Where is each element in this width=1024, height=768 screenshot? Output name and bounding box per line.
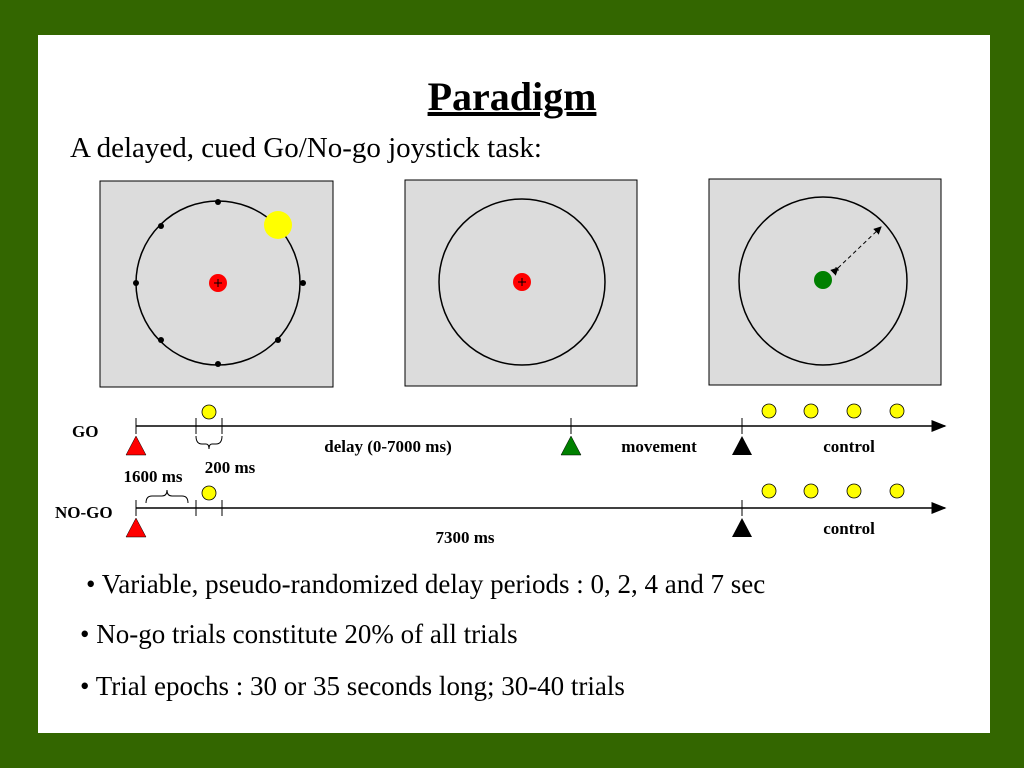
screen-cue (99, 180, 334, 388)
title: Paradigm (428, 74, 597, 119)
subtitle: A delayed, cued Go/No-go joystick task: (70, 132, 542, 164)
duration-label: 7300 ms (435, 528, 494, 547)
screen-movement (708, 178, 942, 386)
delay-label: delay (0-7000 ms) (324, 437, 451, 456)
control-label: control (823, 519, 875, 538)
bullet: • Trial epochs : 30 or 35 seconds long; … (80, 671, 625, 701)
nogo-timeline: NO-GO 7300 ms control (55, 483, 947, 547)
cue-duration: 200 ms (205, 458, 256, 477)
screen-delay (404, 179, 638, 387)
control-label: control (823, 437, 875, 456)
go-label: GO (72, 422, 98, 441)
bullet: • Variable, pseudo-randomized delay peri… (86, 569, 765, 599)
nogo-label: NO-GO (55, 503, 113, 522)
bullet: • No-go trials constitute 20% of all tri… (80, 619, 518, 649)
pre-duration: 1600 ms (123, 467, 182, 486)
movement-label: movement (621, 437, 697, 456)
go-timeline: GO delay (0-7000 ms) movement control 20… (72, 403, 947, 486)
